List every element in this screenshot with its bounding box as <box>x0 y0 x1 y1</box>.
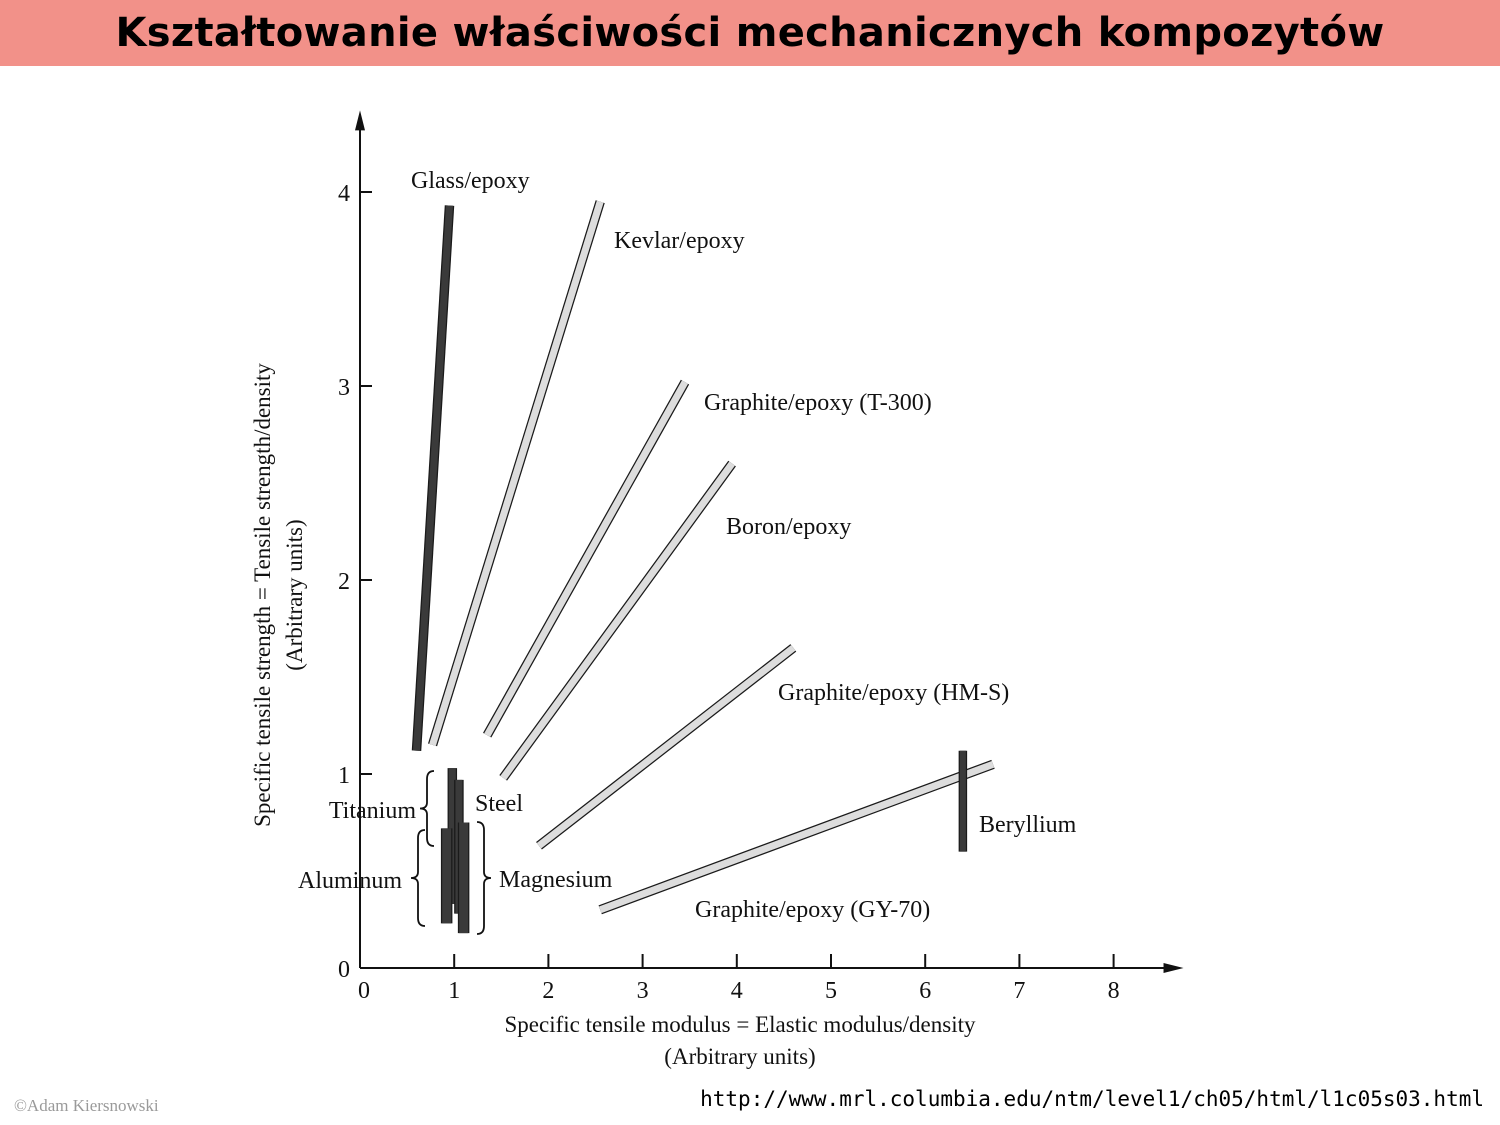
x-tick-label: 8 <box>1108 978 1120 1004</box>
y-tick-label: 2 <box>338 569 350 595</box>
x-tick-label: 7 <box>1013 978 1025 1004</box>
x-tick-label: 2 <box>542 978 554 1004</box>
series-label: Kevlar/epoxy <box>614 228 745 254</box>
series-band-3 <box>500 461 735 780</box>
series-band-4 <box>536 645 796 849</box>
series-label: Graphite/epoxy (T-300) <box>704 390 932 416</box>
y-tick-label: 3 <box>338 375 350 401</box>
x-tick-label: 0 <box>358 978 370 1004</box>
titanium-brace <box>419 770 435 847</box>
x-tick-label: 5 <box>825 978 837 1004</box>
x-axis-units-label: (Arbitrary units) <box>664 1044 815 1069</box>
series-label: Glass/epoxy <box>411 168 530 194</box>
series-label: Boron/epoxy <box>726 514 851 540</box>
series-label: Aluminum <box>298 868 402 894</box>
series-label: Steel <box>475 791 523 817</box>
magnesium-brace <box>476 821 492 935</box>
y-axis-units-label: (Arbitrary units) <box>282 519 307 670</box>
series-label: Beryllium <box>979 812 1077 838</box>
aluminum-brace <box>410 829 426 927</box>
series-band-0 <box>413 205 453 751</box>
copyright-text: ©Adam Kiersnowski <box>14 1096 159 1115</box>
series-band-1 <box>429 200 604 746</box>
x-tick-label: 6 <box>919 978 931 1004</box>
series-band-2 <box>484 380 689 737</box>
series-label: Graphite/epoxy (GY-70) <box>695 897 930 923</box>
title-bar: Kształtowanie właściwości mechanicznych … <box>0 0 1500 66</box>
series-label: Titanium <box>329 798 416 824</box>
y-tick-label: 1 <box>338 763 350 789</box>
source-url-link[interactable]: http://www.mrl.columbia.edu/ntm/level1/c… <box>700 1087 1484 1111</box>
x-axis-label: Specific tensile modulus = Elastic modul… <box>505 1012 976 1037</box>
x-tick-label: 3 <box>637 978 649 1004</box>
series-band-5 <box>598 761 995 914</box>
y-tick-label: 4 <box>338 181 350 207</box>
x-tick-label: 4 <box>731 978 743 1004</box>
y-tick-label: 0 <box>338 957 350 983</box>
y-axis-label: Specific tensile strength = Tensile stre… <box>250 363 275 827</box>
x-tick-label: 1 <box>448 978 460 1004</box>
series-label: Magnesium <box>499 867 613 893</box>
y-axis-arrow <box>355 110 365 131</box>
x-axis-arrow <box>1163 963 1184 973</box>
page-title: Kształtowanie właściwości mechanicznych … <box>115 10 1385 56</box>
series-label: Graphite/epoxy (HM-S) <box>778 680 1009 706</box>
